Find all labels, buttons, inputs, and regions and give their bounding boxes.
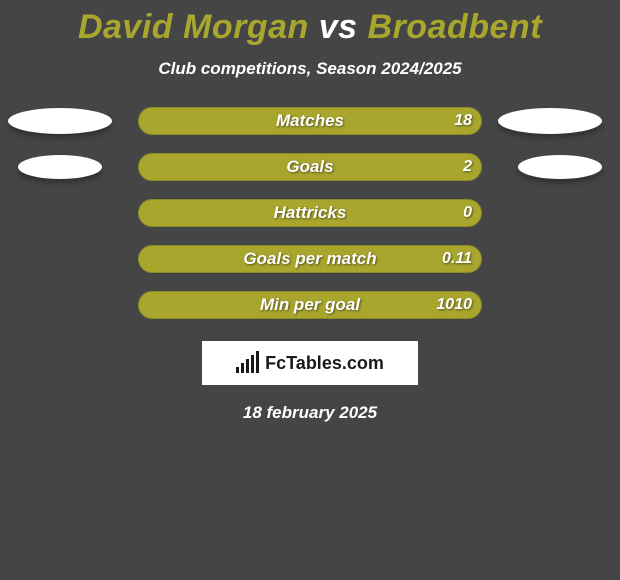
- left-ellipse: [18, 155, 102, 179]
- stat-value: 0: [463, 199, 472, 227]
- stat-row: Goals2: [0, 153, 620, 181]
- stat-value: 1010: [436, 291, 472, 319]
- stat-row: Min per goal1010: [0, 291, 620, 319]
- subtitle: Club competitions, Season 2024/2025: [0, 59, 620, 79]
- stat-value: 0.11: [442, 245, 472, 273]
- stat-bar: Matches18: [138, 107, 482, 135]
- stat-row: Goals per match0.11: [0, 245, 620, 273]
- stat-value: 2: [463, 153, 472, 181]
- stat-value: 18: [454, 107, 472, 135]
- stat-bar: Min per goal1010: [138, 291, 482, 319]
- title-vs: vs: [319, 8, 358, 46]
- logo-box: FcTables.com: [202, 341, 418, 385]
- stat-bar: Hattricks0: [138, 199, 482, 227]
- stat-row: Matches18: [0, 107, 620, 135]
- logo-text: FcTables.com: [265, 353, 384, 374]
- page-title: David Morgan vs Broadbent: [0, 8, 620, 47]
- stat-rows: Matches18 Goals2 Hattricks0 Goals per match…: [0, 107, 620, 319]
- logo-bar-segment: [236, 367, 239, 373]
- logo-bar-segment: [241, 363, 244, 373]
- date-label: 18 february 2025: [0, 403, 620, 423]
- stat-bar: Goals2: [138, 153, 482, 181]
- bar-chart-icon: [236, 353, 259, 373]
- logo-bar-segment: [246, 359, 249, 373]
- stat-bar: Goals per match0.11: [138, 245, 482, 273]
- stat-row: Hattricks0: [0, 199, 620, 227]
- stat-label: Goals per match: [138, 245, 482, 273]
- stat-label: Min per goal: [138, 291, 482, 319]
- comparison-card: David Morgan vs Broadbent Club competiti…: [0, 0, 620, 423]
- logo-bar-segment: [251, 355, 254, 373]
- logo-bar-segment: [256, 351, 259, 373]
- stat-label: Hattricks: [138, 199, 482, 227]
- stat-label: Goals: [138, 153, 482, 181]
- stat-label: Matches: [138, 107, 482, 135]
- title-player1: David Morgan: [78, 8, 309, 46]
- left-ellipse: [8, 108, 112, 134]
- right-ellipse: [498, 108, 602, 134]
- right-ellipse: [518, 155, 602, 179]
- title-player2: Broadbent: [368, 8, 543, 46]
